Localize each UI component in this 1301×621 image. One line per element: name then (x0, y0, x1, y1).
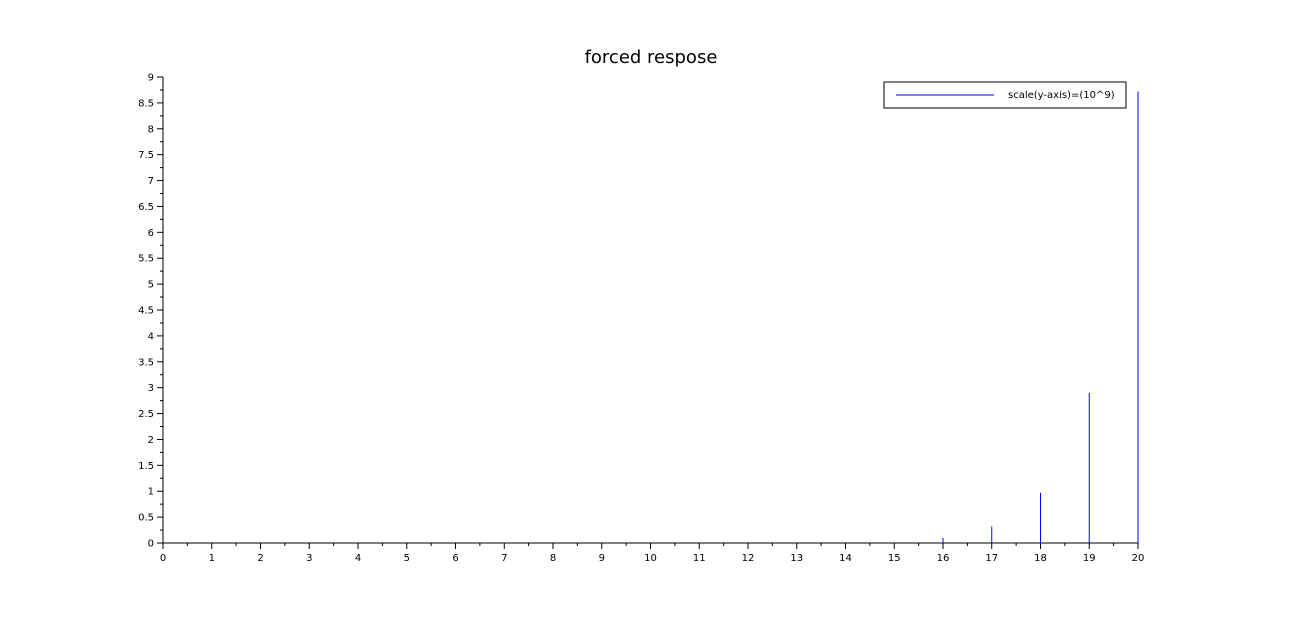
x-tick-label: 6 (452, 553, 458, 564)
y-tick-label: 6.5 (138, 202, 154, 213)
x-tick-label: 8 (550, 553, 556, 564)
x-tick-label: 4 (355, 553, 361, 564)
chart-title: forced respose (585, 47, 718, 68)
x-tick-label: 5 (404, 553, 410, 564)
y-tick-label: 2.5 (138, 409, 154, 420)
y-tick-label: 7.5 (138, 150, 154, 161)
x-tick-label: 12 (742, 553, 755, 564)
x-tick-label: 2 (257, 553, 263, 564)
y-tick-label: 3 (148, 383, 154, 394)
x-tick-label: 18 (1034, 553, 1047, 564)
y-tick-label: 4.5 (138, 306, 154, 317)
y-tick-label: 3.5 (138, 357, 154, 368)
y-tick-label: 0 (148, 539, 154, 550)
x-tick-label: 19 (1083, 553, 1096, 564)
y-tick-label: 8 (148, 124, 154, 135)
x-tick-label: 16 (937, 553, 950, 564)
y-tick-label: 6 (148, 228, 154, 239)
y-tick-label: 9 (148, 73, 154, 84)
legend-label: scale(y-axis)=(10^9) (1008, 90, 1115, 101)
x-tick-label: 10 (644, 553, 657, 564)
legend: scale(y-axis)=(10^9) (883, 81, 1127, 109)
y-tick-label: 8.5 (138, 98, 154, 109)
x-tick-label: 9 (599, 553, 605, 564)
x-tick-label: 7 (501, 553, 507, 564)
y-tick-label: 7 (148, 176, 154, 187)
axes: 00.511.522.533.544.555.566.577.588.590 1 2… (138, 73, 1144, 565)
y-tick-label: 0.5 (138, 513, 154, 524)
x-tick-label: 15 (888, 553, 901, 564)
y-tick-label: 1.5 (138, 461, 154, 472)
x-tick-label: 0 (160, 553, 166, 564)
y-tick-label: 4 (148, 331, 154, 342)
bars (893, 91, 1139, 543)
x-tick-label: 11 (693, 553, 706, 564)
x-tick-label: 14 (839, 553, 852, 564)
y-tick-label: 5 (148, 280, 154, 291)
x-tick-label: 20 (1132, 553, 1145, 564)
x-tick-label: 3 (306, 553, 312, 564)
y-tick-label: 1 (148, 487, 154, 498)
x-tick-label: 1 (209, 553, 215, 564)
x-tick-label: 17 (985, 553, 998, 564)
x-tick-label: 13 (790, 553, 803, 564)
y-tick-label: 2 (148, 435, 154, 446)
y-tick-label: 5.5 (138, 254, 154, 265)
